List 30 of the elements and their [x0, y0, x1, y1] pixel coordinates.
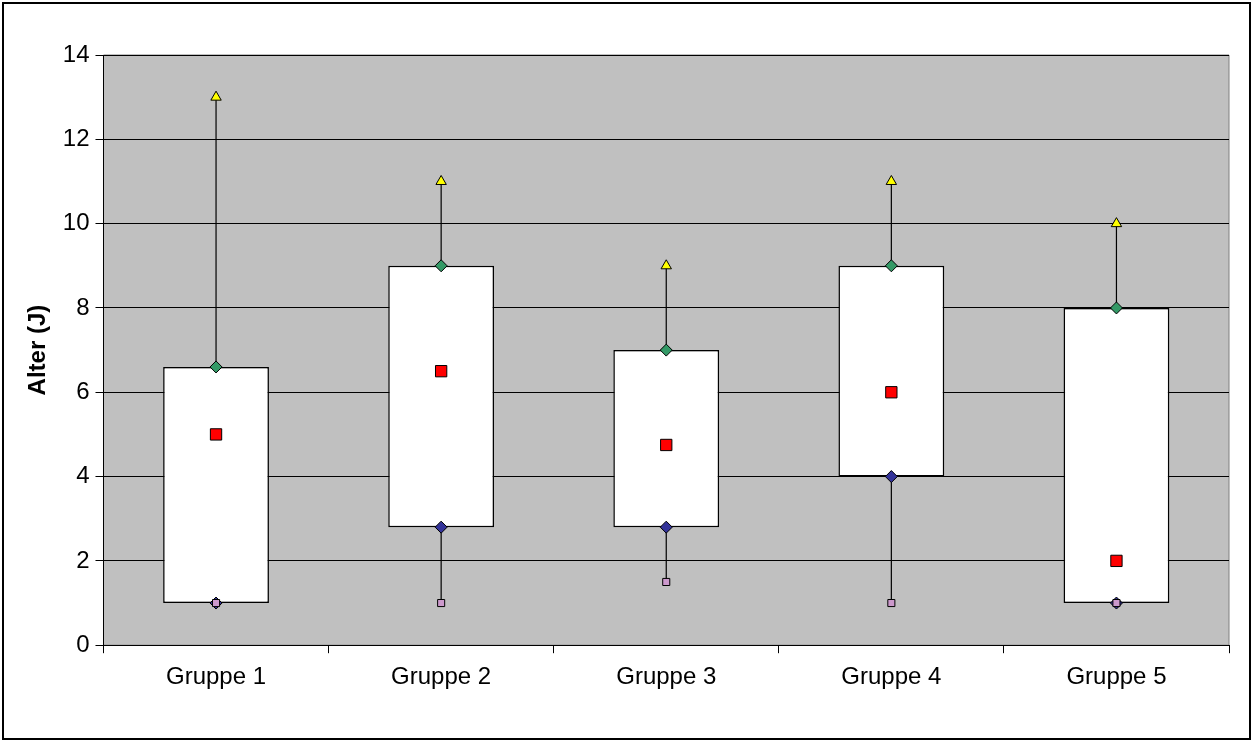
y-tick-label: 2	[76, 545, 90, 573]
point	[887, 599, 896, 608]
point	[659, 343, 673, 357]
point	[437, 599, 446, 608]
point	[1109, 301, 1123, 315]
x-tick-label: Gruppe 4	[841, 662, 942, 690]
point	[662, 577, 671, 586]
point	[884, 470, 898, 484]
x-tick-label: Gruppe 2	[391, 662, 492, 690]
y-tick-label: 4	[76, 461, 90, 489]
point	[435, 174, 447, 185]
point	[884, 259, 898, 273]
y-tick-label: 14	[62, 39, 90, 67]
y-tick-label: 8	[76, 292, 90, 320]
y-tick-label: 0	[76, 629, 90, 657]
x-tick-label: Gruppe 5	[1066, 662, 1167, 690]
point	[659, 520, 673, 534]
y-tick-label: 10	[62, 208, 90, 236]
point	[209, 360, 223, 374]
point	[1110, 217, 1123, 228]
x-tick-label: Gruppe 3	[616, 662, 717, 690]
point	[660, 259, 672, 270]
point	[210, 90, 222, 101]
x-tick-label: Gruppe 1	[166, 662, 267, 690]
point	[434, 520, 448, 534]
y-tick-label: 12	[62, 123, 90, 151]
y-tick-label: 6	[76, 376, 90, 404]
point	[885, 174, 898, 185]
y-axis-title: Alter (J)	[23, 304, 51, 396]
point	[434, 259, 448, 273]
